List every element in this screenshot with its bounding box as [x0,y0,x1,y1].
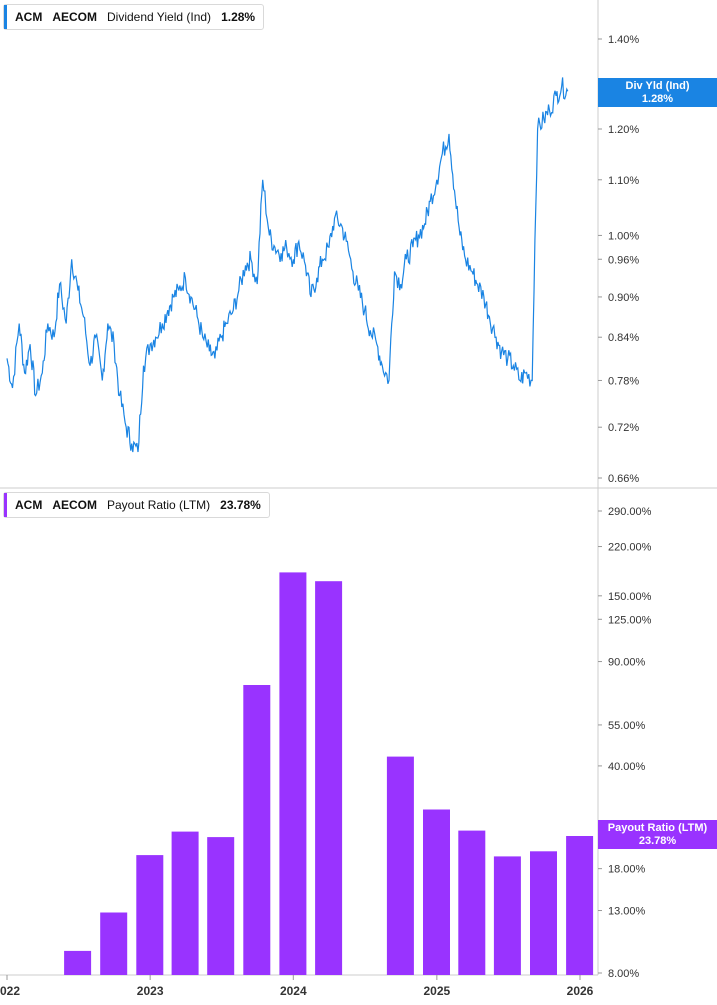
payout-ratio-bar [493,856,521,975]
payout-ratio-legend: ACM AECOM Payout Ratio (LTM) 23.78% [3,492,270,518]
y-tick-label: 0.90% [608,292,639,304]
y-tick-label: 290.00% [608,506,652,518]
dividend-yield-line [6,77,569,453]
payout-ratio-bar [243,685,271,975]
payout-ratio-plot [64,572,594,975]
legend-swatch [4,5,7,29]
y-tick-label: 40.00% [608,761,646,773]
payout-ratio-bar [530,851,557,975]
legend-company: AECOM [52,498,97,512]
x-tick-label: 022 [0,984,20,998]
payout-ratio-bar [279,572,307,975]
dividend-yield-legend: ACM AECOM Dividend Yield (Ind) 1.28% [3,4,265,30]
x-tick-label: 2026 [567,984,594,998]
legend-ticker: ACM [15,10,43,24]
payout-ratio-bar [315,581,343,975]
payout-ratio-bar [64,950,92,975]
y-tick-label: 0.96% [608,254,639,266]
y-tick-label: 1.00% [608,230,639,242]
y-tick-label: 125.00% [608,614,652,626]
dividend-yield-plot [6,77,569,453]
legend-value: 23.78% [220,498,261,512]
y-tick-label: 0.78% [608,375,639,387]
badge-label: Payout Ratio (LTM) [607,822,708,834]
payout-ratio-bar [386,756,414,975]
y-tick-label: 18.00% [608,864,646,876]
dividend-yield-y-axis: 1.40% 1.20% 1.10% 1.00% 0.96% 0.90% 0.84% 0.78%… [598,34,639,485]
payout-ratio-bar [100,912,128,975]
y-tick-label: 55.00% [608,720,646,732]
payout-ratio-bar [136,855,164,975]
y-tick-label: 150.00% [608,591,652,603]
x-tick-label: 2025 [423,984,450,998]
legend-swatch [4,493,7,517]
payout-ratio-bar [207,837,235,975]
badge-value: 1.28% [641,93,674,105]
y-tick-label: 90.00% [608,657,646,669]
y-tick-label: 0.84% [608,332,639,344]
payout-ratio-bar [458,830,486,975]
y-tick-label: 1.20% [608,124,639,136]
dividend-yield-badge: Div Yld (Ind) 1.28% [598,78,717,107]
y-tick-label: 220.00% [608,542,652,554]
badge-label: Div Yld (Ind) [625,80,690,92]
legend-value: 1.28% [221,10,256,24]
payout-ratio-bar [423,809,450,975]
y-tick-label: 1.10% [608,175,639,187]
y-tick-label: 0.66% [608,473,639,485]
payout-ratio-badge: Payout Ratio (LTM) 23.78% [598,820,717,849]
legend-metric: Dividend Yield (Ind) [107,10,212,24]
badge-value: 23.78% [638,835,677,847]
x-tick-label: 2024 [280,984,307,998]
y-tick-label: 13.00% [608,906,646,918]
y-tick-label: 8.00% [608,968,639,980]
payout-ratio-bar [171,831,199,975]
legend-company: AECOM [52,10,97,24]
x-tick-label: 2023 [137,984,164,998]
legend-ticker: ACM [15,498,43,512]
payout-ratio-y-axis: 290.00% 220.00% 150.00% 125.00% 90.00% 55.00%… [598,506,652,980]
time-x-axis: 022 2023 2024 2025 2026 [0,975,594,998]
y-tick-label: 0.72% [608,422,639,434]
y-tick-label: 1.40% [608,34,639,46]
legend-metric: Payout Ratio (LTM) [107,498,211,512]
payout-ratio-bar [566,836,594,975]
